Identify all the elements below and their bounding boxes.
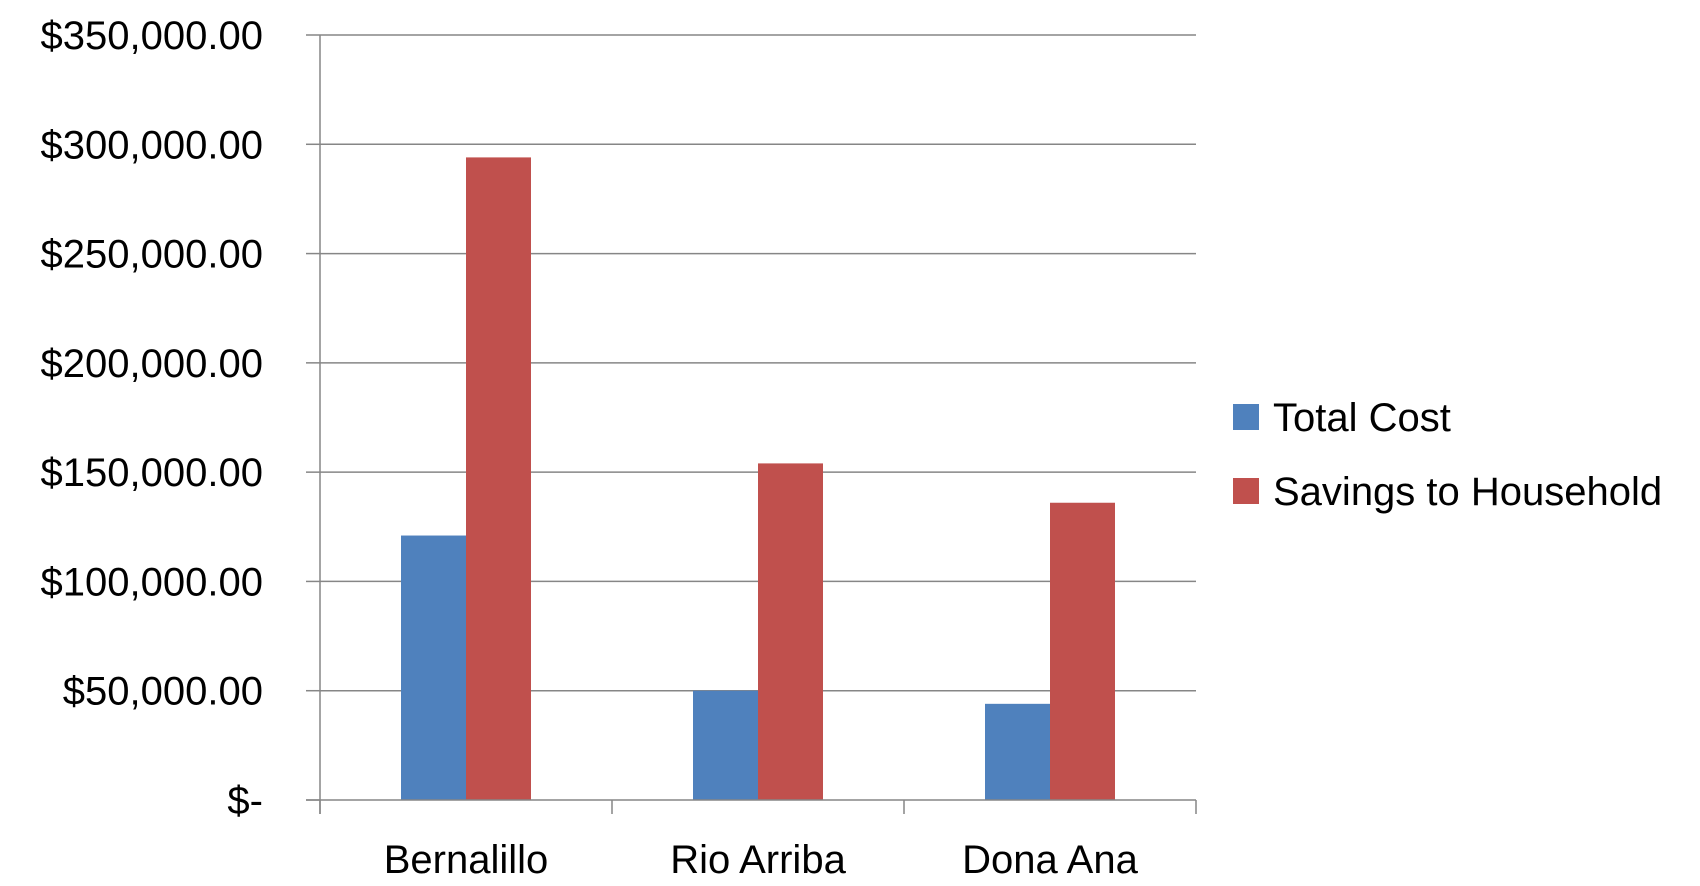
y-tick-label: $50,000.00 <box>63 670 263 714</box>
legend-label: Total Cost <box>1273 396 1451 440</box>
legend: Total Cost Savings to Household <box>1233 396 1662 514</box>
bar-savings-to-household <box>758 463 823 800</box>
legend-swatch <box>1233 404 1259 430</box>
y-tick-label: $350,000.00 <box>41 14 263 58</box>
bar-total-cost <box>693 690 758 800</box>
bar-savings-to-household <box>1050 502 1115 800</box>
bars <box>401 157 1115 800</box>
y-tick-label: $100,000.00 <box>41 560 263 604</box>
y-tick-labels: $- $50,000.00 $100,000.00 $150,000.00 $200,0… <box>41 14 263 823</box>
legend-swatch <box>1233 478 1259 504</box>
bar-savings-to-household <box>466 157 531 800</box>
y-tick-label: $250,000.00 <box>41 233 263 277</box>
axes <box>306 34 1197 814</box>
x-tick-label: Dona Ana <box>962 838 1138 881</box>
y-tick-label: $150,000.00 <box>41 451 263 495</box>
x-tick-label: Bernalillo <box>384 838 549 881</box>
x-tick-labels: Bernalillo Rio Arriba Dona Ana <box>384 838 1139 882</box>
y-tick-label: $200,000.00 <box>41 342 263 386</box>
bar-total-cost <box>985 703 1050 800</box>
y-tick-label: $- <box>227 779 263 823</box>
x-tick-label: Rio Arriba <box>670 838 846 881</box>
legend-label: Savings to Household <box>1273 470 1662 514</box>
bar-total-cost <box>401 535 466 800</box>
y-tick-label: $300,000.00 <box>41 123 263 167</box>
